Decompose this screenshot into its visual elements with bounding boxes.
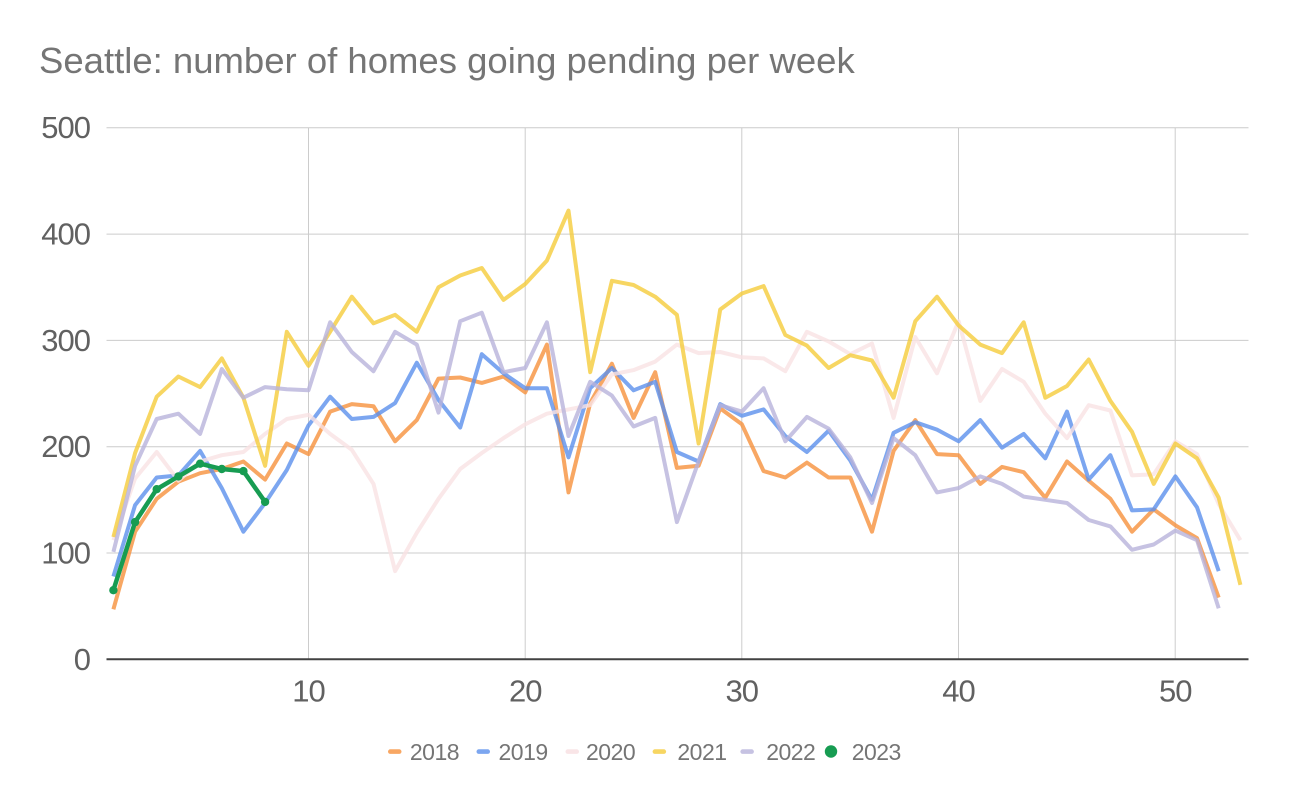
svg-text:100: 100 <box>41 536 90 571</box>
svg-text:50: 50 <box>1159 674 1192 709</box>
svg-text:2019: 2019 <box>499 739 548 765</box>
svg-text:300: 300 <box>41 323 90 358</box>
svg-text:30: 30 <box>726 674 759 709</box>
svg-text:Seattle: number of homes going: Seattle: number of homes going pending p… <box>39 40 855 81</box>
svg-text:2021: 2021 <box>677 739 726 765</box>
svg-text:400: 400 <box>41 217 90 252</box>
svg-text:500: 500 <box>41 110 90 145</box>
svg-text:20: 20 <box>509 674 542 709</box>
svg-text:200: 200 <box>41 429 90 464</box>
svg-text:40: 40 <box>942 674 975 709</box>
svg-text:2022: 2022 <box>766 739 815 765</box>
svg-text:10: 10 <box>292 674 325 709</box>
svg-text:2023: 2023 <box>852 739 901 765</box>
svg-text:2020: 2020 <box>586 739 635 765</box>
svg-text:0: 0 <box>74 642 91 677</box>
svg-text:2018: 2018 <box>410 739 459 765</box>
